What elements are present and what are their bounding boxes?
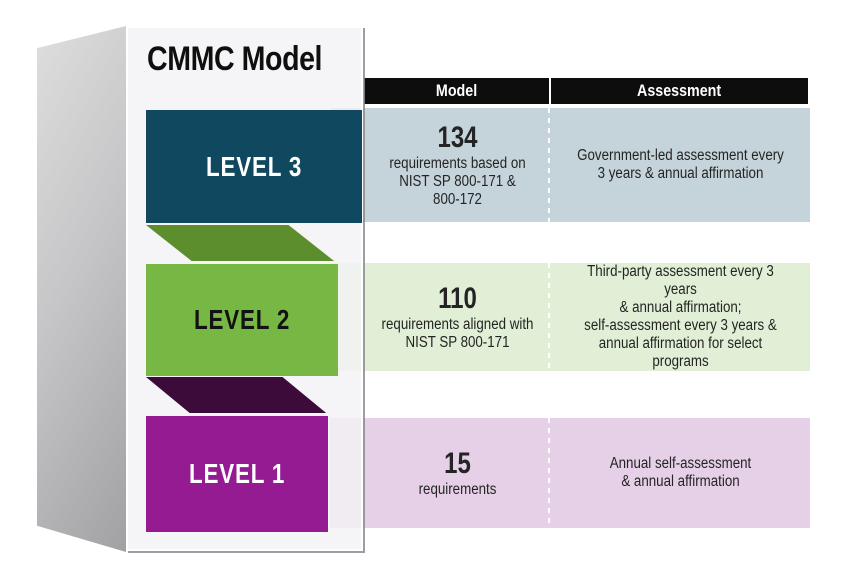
column-header-model: Model: [364, 78, 549, 104]
level2-requirement-count: 110: [438, 282, 477, 316]
level1-requirement-count: 15: [444, 447, 471, 481]
level2-assessment-line: self-assessment every 3 years &: [584, 317, 777, 334]
column-divider-dashed: [548, 418, 550, 528]
level-2-banner: LEVEL 2: [146, 264, 338, 376]
level1-requirement-line: requirements: [418, 480, 497, 498]
level2-assessment-line: Third-party assessment every 3 years: [587, 262, 774, 298]
level1-model-cell: 15 requirements: [366, 418, 549, 528]
level-1-banner: LEVEL 1: [146, 416, 328, 532]
level2-assessment-line: & annual affirmation;: [619, 298, 742, 316]
level3-model-cell: 134 requirements based on NIST SP 800-17…: [366, 108, 549, 222]
level1-assessment-cell: Annual self-assessment & annual affirmat…: [551, 418, 810, 528]
column-divider-dashed: [548, 263, 550, 371]
table-header: Model Assessment: [364, 78, 808, 104]
table-row-level2: 110 requirements aligned with NIST SP 80…: [330, 263, 810, 371]
level2-assessment-line: annual affirmation for select programs: [598, 335, 763, 371]
level3-assessment-line: Government-led assessment every: [577, 146, 784, 164]
column-divider-dashed: [548, 108, 550, 222]
level-1-label: LEVEL 1: [188, 458, 286, 489]
level3-assessment-cell: Government-led assessment every 3 years …: [551, 108, 810, 222]
level-2-label: LEVEL 2: [193, 304, 291, 335]
table-row-level3: 134 requirements based on NIST SP 800-17…: [330, 108, 810, 222]
column-header-assessment-label: Assessment: [637, 81, 722, 100]
level2-model-cell: 110 requirements aligned with NIST SP 80…: [366, 263, 549, 371]
level3-requirement-count: 134: [437, 121, 478, 155]
table-row-level1: 15 requirements Annual self-assessment &…: [330, 418, 810, 528]
level3-requirement-line: 800-172: [433, 190, 482, 208]
column-header-assessment: Assessment: [549, 78, 808, 104]
level3-requirement-line: requirements based on: [389, 154, 526, 172]
column-header-model-label: Model: [435, 81, 478, 100]
panel-side-face: [37, 26, 126, 552]
level1-assessment-line: & annual affirmation: [621, 473, 740, 490]
level1-assessment-line: Annual self-assessment: [609, 454, 752, 472]
page-title: CMMC Model: [147, 40, 323, 78]
level3-requirement-line: NIST SP 800-171 &: [399, 172, 516, 190]
level-3-banner: LEVEL 3: [146, 110, 362, 223]
level-3-label: LEVEL 3: [205, 150, 303, 182]
level2-assessment-cell: Third-party assessment every 3 years & a…: [551, 263, 810, 371]
level2-requirement-line: requirements aligned with: [381, 315, 534, 333]
level2-requirement-line: NIST SP 800-171: [405, 333, 510, 351]
level3-assessment-line: 3 years & annual affirmation: [597, 165, 764, 182]
